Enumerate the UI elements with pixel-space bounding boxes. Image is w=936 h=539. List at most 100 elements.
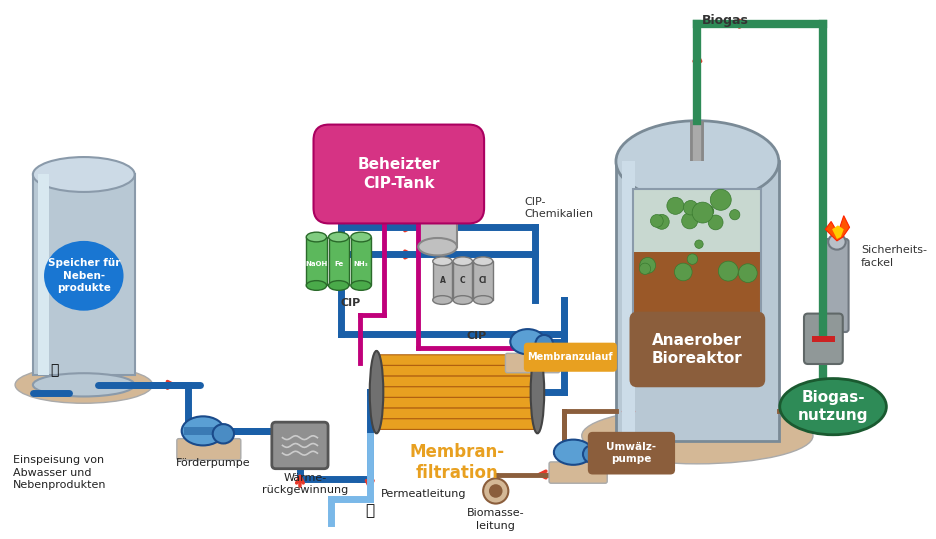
Ellipse shape [33, 157, 135, 192]
Ellipse shape [474, 257, 493, 266]
Ellipse shape [535, 335, 553, 353]
Bar [33, 175, 135, 375]
FancyBboxPatch shape [378, 419, 535, 430]
Circle shape [666, 197, 684, 215]
Ellipse shape [828, 234, 845, 250]
Circle shape [692, 202, 713, 223]
Bar [616, 161, 779, 440]
Ellipse shape [418, 238, 457, 255]
Text: CIP: CIP [340, 298, 360, 308]
Text: Membranzulauf: Membranzulauf [528, 352, 613, 362]
Bar [183, 427, 232, 435]
Bar [634, 189, 761, 252]
Text: NH₃: NH₃ [354, 261, 369, 267]
Bar [306, 237, 327, 286]
Circle shape [683, 201, 698, 215]
Polygon shape [832, 225, 843, 239]
Text: A: A [440, 276, 446, 285]
Ellipse shape [370, 351, 384, 433]
Text: CIP: CIP [466, 331, 487, 341]
Ellipse shape [554, 440, 592, 465]
Ellipse shape [306, 232, 327, 242]
Text: Speicher für
Neben-
produkte: Speicher für Neben- produkte [48, 258, 120, 293]
Polygon shape [826, 216, 850, 241]
Circle shape [704, 205, 713, 215]
Text: Beheizter
CIP-Tank: Beheizter CIP-Tank [358, 157, 440, 191]
Ellipse shape [453, 257, 473, 266]
Text: 💧: 💧 [51, 363, 59, 377]
Ellipse shape [306, 281, 327, 291]
Circle shape [675, 263, 692, 281]
FancyBboxPatch shape [378, 397, 535, 408]
Circle shape [639, 258, 655, 273]
Text: CIP-
Chemikalien: CIP- Chemikalien [525, 197, 594, 219]
Text: Biogas: Biogas [702, 14, 749, 27]
Text: Einspeisung von
Abwasser und
Nebenprodukten: Einspeisung von Abwasser und Nebenproduk… [13, 455, 107, 490]
Text: Förderpumpe: Förderpumpe [175, 458, 250, 468]
Circle shape [739, 264, 757, 282]
Bar [453, 261, 473, 300]
Ellipse shape [432, 257, 452, 266]
Circle shape [639, 263, 651, 274]
Ellipse shape [351, 232, 372, 242]
Bar [418, 184, 457, 247]
Circle shape [489, 484, 503, 498]
Text: Fe: Fe [334, 261, 344, 267]
Ellipse shape [15, 367, 153, 403]
FancyBboxPatch shape [826, 239, 849, 332]
Ellipse shape [212, 424, 234, 444]
Circle shape [718, 261, 739, 281]
Circle shape [710, 189, 731, 210]
FancyBboxPatch shape [378, 376, 535, 387]
FancyBboxPatch shape [378, 387, 535, 397]
Ellipse shape [510, 329, 545, 354]
Bar [622, 161, 636, 440]
FancyBboxPatch shape [549, 462, 607, 483]
Ellipse shape [453, 296, 473, 305]
Ellipse shape [418, 175, 457, 192]
Circle shape [695, 240, 703, 248]
Text: Biomasse-
leitung: Biomasse- leitung [467, 508, 524, 531]
Bar [812, 336, 835, 342]
Bar [351, 237, 372, 286]
Ellipse shape [474, 296, 493, 305]
FancyBboxPatch shape [505, 354, 560, 373]
FancyBboxPatch shape [378, 408, 535, 419]
Ellipse shape [582, 407, 813, 464]
Bar [37, 175, 50, 375]
Ellipse shape [432, 296, 452, 305]
Circle shape [681, 213, 697, 229]
FancyBboxPatch shape [378, 355, 535, 365]
Ellipse shape [44, 241, 124, 310]
Ellipse shape [329, 232, 349, 242]
FancyBboxPatch shape [271, 422, 328, 469]
Ellipse shape [33, 373, 135, 397]
Ellipse shape [780, 378, 886, 435]
Circle shape [709, 215, 723, 230]
Circle shape [651, 215, 664, 227]
Circle shape [730, 210, 739, 220]
FancyBboxPatch shape [524, 343, 617, 372]
Text: Umwälz-
pumpe: Umwälz- pumpe [607, 443, 656, 464]
Ellipse shape [583, 445, 600, 463]
FancyBboxPatch shape [177, 439, 241, 460]
Ellipse shape [329, 281, 349, 291]
Text: NaOH: NaOH [305, 261, 328, 267]
FancyBboxPatch shape [588, 432, 675, 474]
Ellipse shape [182, 416, 225, 445]
Text: Permeatleitung: Permeatleitung [381, 489, 467, 499]
Bar [634, 252, 761, 349]
Circle shape [483, 479, 508, 503]
Text: Membran-
filtration: Membran- filtration [409, 443, 505, 482]
Text: C: C [460, 276, 465, 285]
Bar [474, 261, 493, 300]
FancyBboxPatch shape [314, 125, 484, 224]
Text: Wärme-
rückgewinnung: Wärme- rückgewinnung [262, 473, 348, 495]
Text: Anaerober
Bioreaktor: Anaerober Bioreaktor [652, 333, 743, 367]
Bar [329, 237, 349, 286]
Ellipse shape [616, 121, 779, 202]
Text: Sicherheits-
fackel: Sicherheits- fackel [861, 245, 928, 267]
Text: Cl: Cl [479, 276, 488, 285]
Circle shape [654, 215, 669, 229]
Ellipse shape [531, 351, 544, 433]
